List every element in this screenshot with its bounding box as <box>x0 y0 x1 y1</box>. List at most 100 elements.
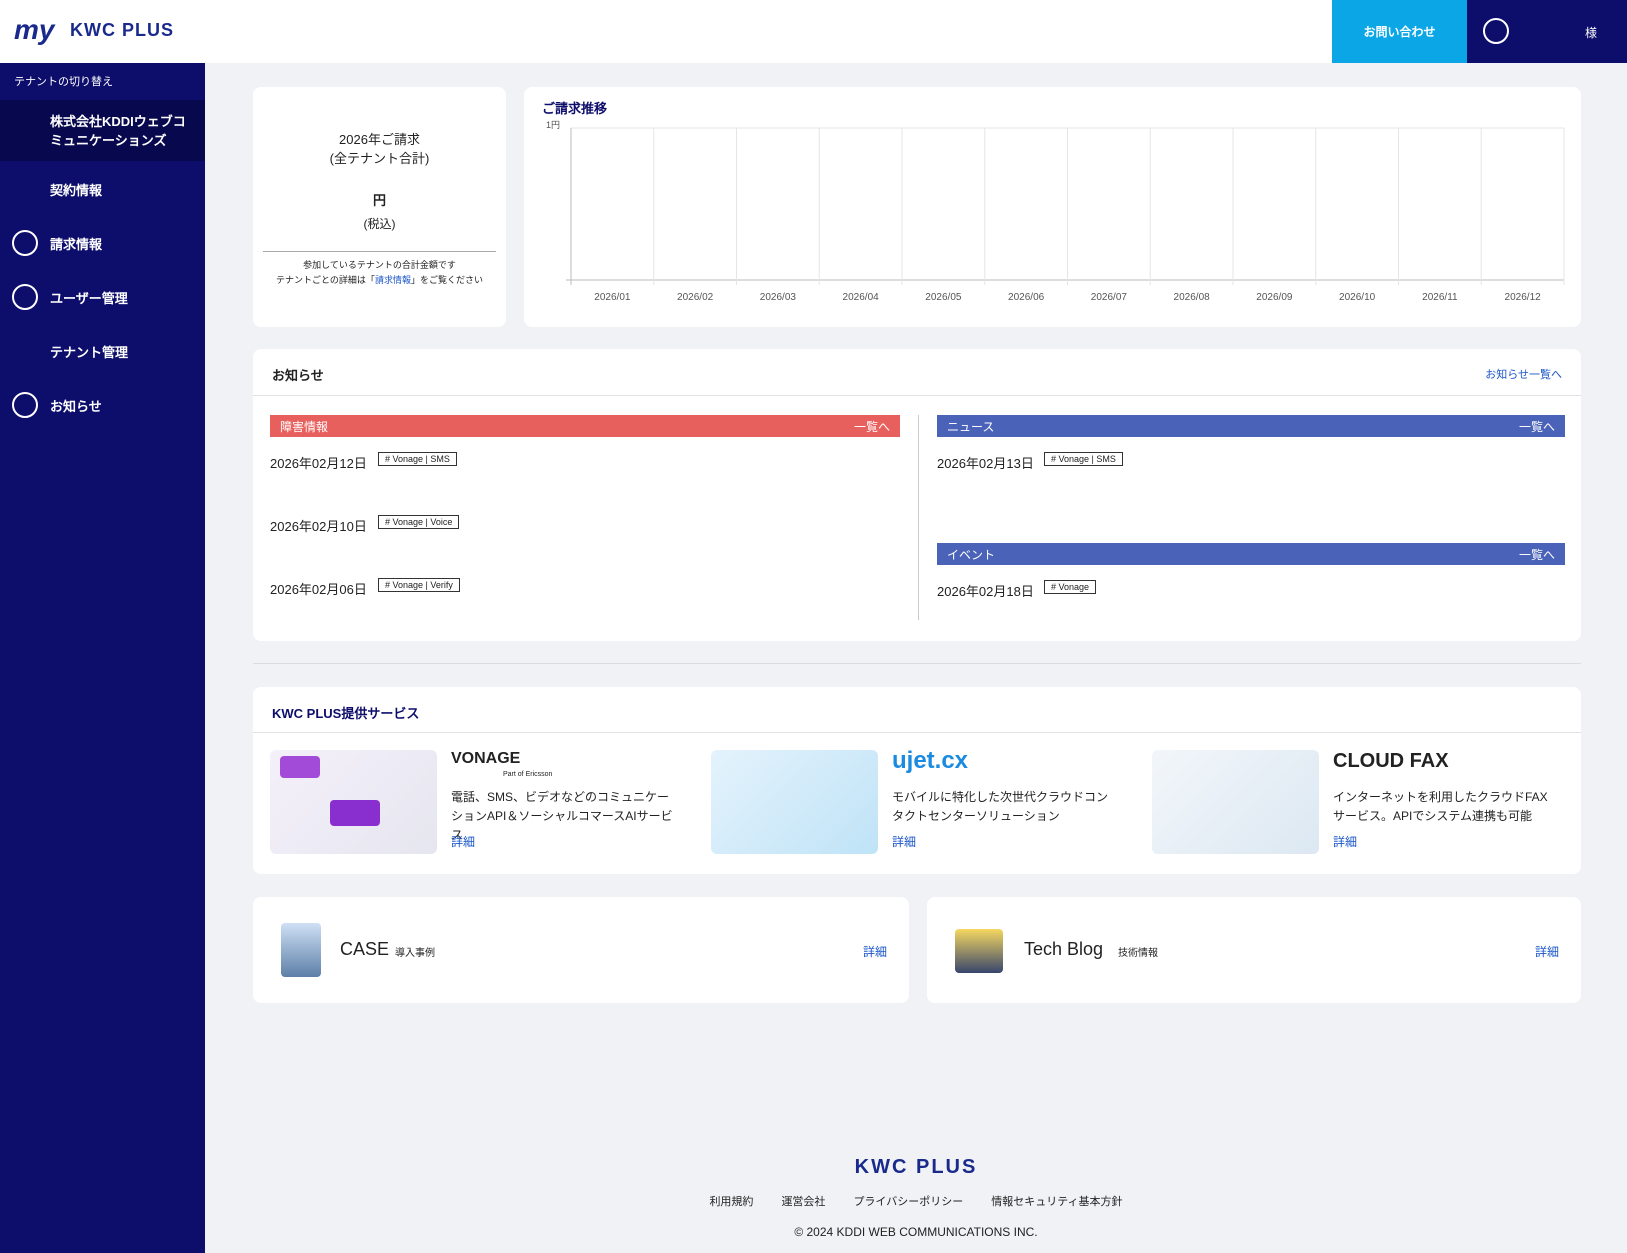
billing-note: 参加しているテナントの合計金額です <box>303 260 456 270</box>
divider <box>253 732 1581 733</box>
contact-button[interactable]: お問い合わせ <box>1332 0 1467 63</box>
company[interactable]: 株式会社KDDIウェブコミュニケーションズ <box>0 100 205 161</box>
date: 2026年02月13日 <box>937 456 1034 471</box>
footer-links: 利用規約 運営会社 プライバシーポリシー 情報セキュリティ基本方針 <box>205 1193 1627 1209</box>
service-desc: 電話、SMS、ビデオなどのコミュニケーションAPI＆ソーシャルコマースAIサービ… <box>451 790 673 842</box>
card-link[interactable]: 詳細 <box>1534 945 1559 959</box>
billing-detail: テナントごとの詳細は「請求情報」をご覧ください <box>253 273 506 286</box>
chart-card: ご請求推移 1円 2026/01 2026/02 2026/03 2026/04 202… <box>524 87 1581 327</box>
card-title: CASE <box>340 939 390 959</box>
text: 」をご覧ください <box>410 275 483 285</box>
chart-title: ご請求推移 <box>542 101 607 116</box>
fax-image <box>1152 750 1319 854</box>
x-tick-label: 2026/03 <box>760 292 797 303</box>
card-subtitle: 導入事例 <box>395 948 435 959</box>
menu-item[interactable]: テナント管理 <box>0 331 205 371</box>
footer-link[interactable]: 情報セキュリティ基本方針 <box>991 1196 1123 1208</box>
section-label: 障害情報 <box>280 419 329 434</box>
service-link[interactable]: 詳細 <box>892 835 917 849</box>
service-link[interactable]: 詳細 <box>1333 835 1358 849</box>
footer-link[interactable]: 利用規約 <box>709 1196 754 1208</box>
x-tick-label: 2026/04 <box>843 292 880 303</box>
tag: # Vonage <box>1044 580 1097 594</box>
header: my KWC PLUS お問い合わせ 様 <box>0 0 1627 63</box>
service-sublogo: Part of Ericsson <box>503 771 553 778</box>
date: 2026年02月18日 <box>937 584 1034 599</box>
blog-card[interactable]: Tech Blog 技術情報 詳細 <box>927 897 1581 1003</box>
x-tick-label: 2026/05 <box>925 292 962 303</box>
section-link[interactable]: 一覧へ <box>1518 547 1555 562</box>
card-subtitle: 技術情報 <box>1118 948 1158 959</box>
menu-item[interactable]: 契約情報 <box>0 169 205 209</box>
services-card: KWC PLUS提供サービス VONAGE Part of Ericsson 電… <box>253 687 1581 874</box>
ujet-image <box>711 750 878 854</box>
x-tick-label: 2026/11 <box>1422 292 1458 303</box>
menu-item[interactable]: お知らせ <box>0 385 205 425</box>
card-title: Tech Blog <box>1024 939 1104 959</box>
news-card: お知らせ お知らせ一覧へ 障害情報 一覧へ 2026年02月12日 # Vonag… <box>253 349 1581 641</box>
tag: # Vonage | Voice <box>378 515 460 529</box>
services-title: KWC PLUS提供サービス <box>272 706 420 721</box>
user-suffix: 様 <box>1585 26 1598 40</box>
divider <box>253 395 1581 396</box>
footer-logo: KWC PLUS <box>854 1156 978 1178</box>
section-link[interactable]: 一覧へ <box>853 419 890 434</box>
user-menu[interactable]: 様 <box>1467 0 1627 63</box>
divider <box>253 663 1581 664</box>
divider <box>918 415 919 620</box>
service-desc: モバイルに特化した次世代クラウドコンタクトセンターソリューション <box>892 790 1109 823</box>
tenant-switch[interactable]: テナントの切り替え <box>14 76 113 88</box>
x-tick-label: 2026/02 <box>677 292 714 303</box>
blog-illustration <box>955 929 1003 973</box>
x-tick-label: 2026/08 <box>1174 292 1211 303</box>
x-tick-label: 2026/07 <box>1091 292 1128 303</box>
billing-subtitle: (全テナント合計) <box>329 151 430 166</box>
x-tick-label: 2026/09 <box>1256 292 1293 303</box>
copyright: © 2024 KDDI WEB COMMUNICATIONS INC. <box>794 1225 1038 1239</box>
menu-item[interactable]: ユーザー管理 <box>0 277 205 317</box>
service-link[interactable]: 詳細 <box>451 835 476 849</box>
case-illustration <box>281 923 321 977</box>
billing-card: 2026年ご請求 (全テナント合計) 円 (税込) 参加しているテナントの合計金… <box>253 87 506 327</box>
news-title: お知らせ <box>272 368 324 383</box>
service-desc: インターネットを利用したクラウドFAXサービス。APIでシステム連携も可能 <box>1333 790 1548 823</box>
y-tick-label: 1円 <box>546 120 560 130</box>
service-logo: CLOUD FAX <box>1333 750 1449 772</box>
tag: # Vonage | Verify <box>378 578 460 592</box>
menu-label: お知らせ <box>50 398 102 414</box>
menu-label: テナント管理 <box>50 344 129 360</box>
menu-item[interactable]: 請求情報 <box>0 223 205 263</box>
x-tick-label: 2026/10 <box>1339 292 1376 303</box>
section-link[interactable]: 一覧へ <box>1518 419 1555 434</box>
menu-label: 請求情報 <box>50 236 103 252</box>
logo-my[interactable]: my <box>14 14 55 45</box>
tag: # Vonage | SMS <box>378 452 457 466</box>
footer-link[interactable]: プライバシーポリシー <box>853 1196 964 1208</box>
menu-label: 契約情報 <box>50 182 103 198</box>
icon <box>12 284 38 310</box>
billing-tax: (税込) <box>363 217 396 231</box>
link[interactable]: 請求情報 <box>374 275 411 285</box>
service-logo: ujet.cx <box>892 747 969 774</box>
news-bar: ニュース 一覧へ <box>937 415 1565 437</box>
logo[interactable]: KWC PLUS <box>70 20 174 40</box>
date: 2026年02月10日 <box>270 519 367 534</box>
footer-link[interactable]: 運営会社 <box>781 1196 826 1208</box>
section-label: イベント <box>947 547 996 562</box>
icon <box>12 392 38 418</box>
sidebar: テナントの切り替え 株式会社KDDIウェブコミュニケーションズ 契約情報 請求情… <box>0 63 205 1253</box>
menu-label: ユーザー管理 <box>50 290 128 306</box>
x-tick-label: 2026/01 <box>594 292 631 303</box>
news-all-link[interactable]: お知らせ一覧へ <box>1485 369 1562 381</box>
service-logo: VONAGE <box>451 750 521 767</box>
billing-title: 2026年ご請求 <box>339 132 420 147</box>
billing-unit: 円 <box>372 193 386 208</box>
date: 2026年02月12日 <box>270 456 367 471</box>
icon <box>12 230 38 256</box>
date: 2026年02月06日 <box>270 582 367 597</box>
x-tick-label: 2026/06 <box>1008 292 1045 303</box>
case-card[interactable]: CASE 導入事例 詳細 <box>253 897 909 1003</box>
card-link[interactable]: 詳細 <box>862 945 887 959</box>
x-tick-label: 2026/12 <box>1505 292 1542 303</box>
